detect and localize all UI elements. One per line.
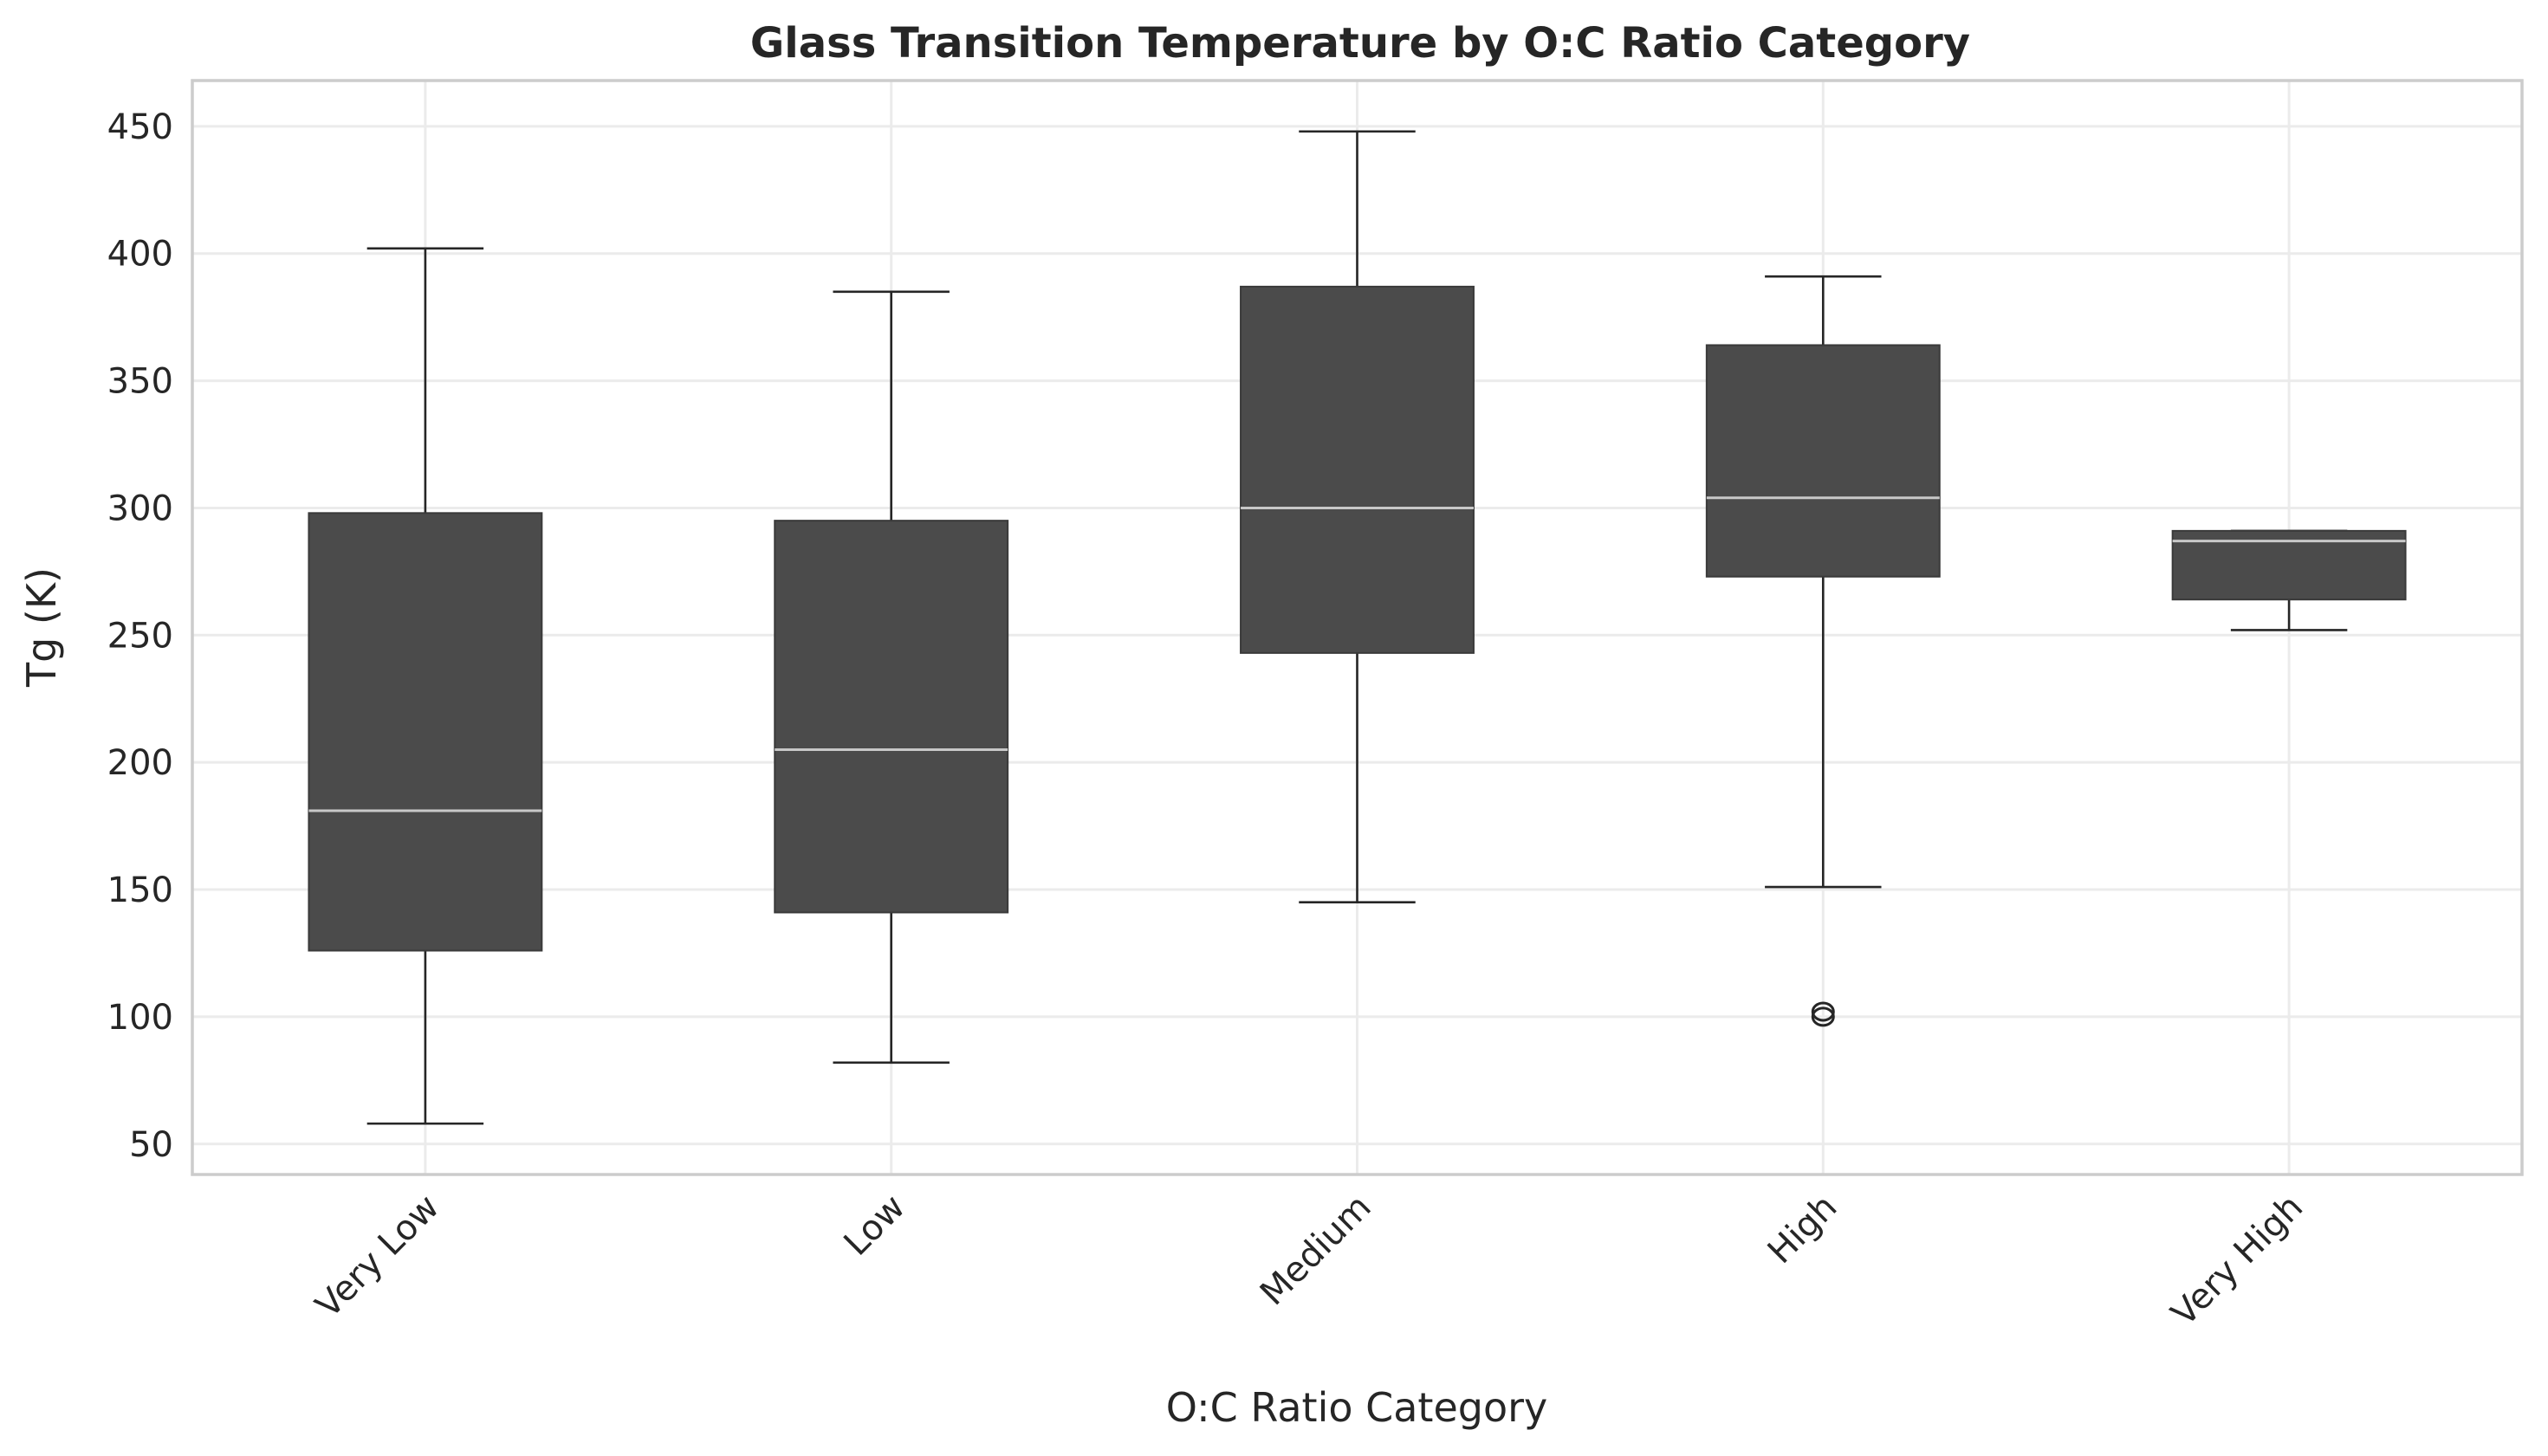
box-high xyxy=(1705,275,1941,1027)
box-very-high xyxy=(2171,529,2407,631)
y-tick-label: 100 xyxy=(107,998,173,1038)
y-axis-ticks: 50 100 150 200 250 300 350 400 450 xyxy=(107,107,173,1165)
y-tick-label: 350 xyxy=(107,362,173,402)
x-tick-label: Low xyxy=(837,1187,913,1264)
y-tick-label: 300 xyxy=(107,489,173,528)
box-low xyxy=(774,290,1009,1064)
x-axis-ticks: Very Low Low Medium High Very High xyxy=(308,1187,2311,1334)
y-tick-label: 150 xyxy=(107,870,173,910)
x-tick-label: High xyxy=(1760,1187,1845,1272)
x-axis-label: O:C Ratio Category xyxy=(1166,1384,1547,1431)
x-tick-label: Very High xyxy=(2164,1187,2311,1334)
iqr-box xyxy=(774,520,1009,914)
x-tick-label: Very Low xyxy=(308,1187,447,1326)
box-series xyxy=(308,130,2407,1125)
outlier-point xyxy=(1811,1001,1835,1022)
x-tick-label: Medium xyxy=(1253,1187,1379,1314)
iqr-box xyxy=(1705,344,1941,578)
y-axis-label: Tg (K) xyxy=(18,567,65,688)
y-tick-label: 50 xyxy=(129,1125,173,1165)
iqr-box xyxy=(308,512,543,952)
chart-title: Glass Transition Temperature by O:C Rati… xyxy=(750,19,1970,68)
plot-frame xyxy=(191,79,2524,1176)
outlier-point xyxy=(1811,1006,1835,1027)
box-very-low xyxy=(308,247,543,1125)
box-medium xyxy=(1240,130,1475,904)
iqr-box xyxy=(1240,285,1475,654)
y-tick-label: 200 xyxy=(107,743,173,783)
y-tick-label: 250 xyxy=(107,616,173,656)
y-tick-label: 450 xyxy=(107,107,173,147)
y-tick-label: 400 xyxy=(107,235,173,275)
